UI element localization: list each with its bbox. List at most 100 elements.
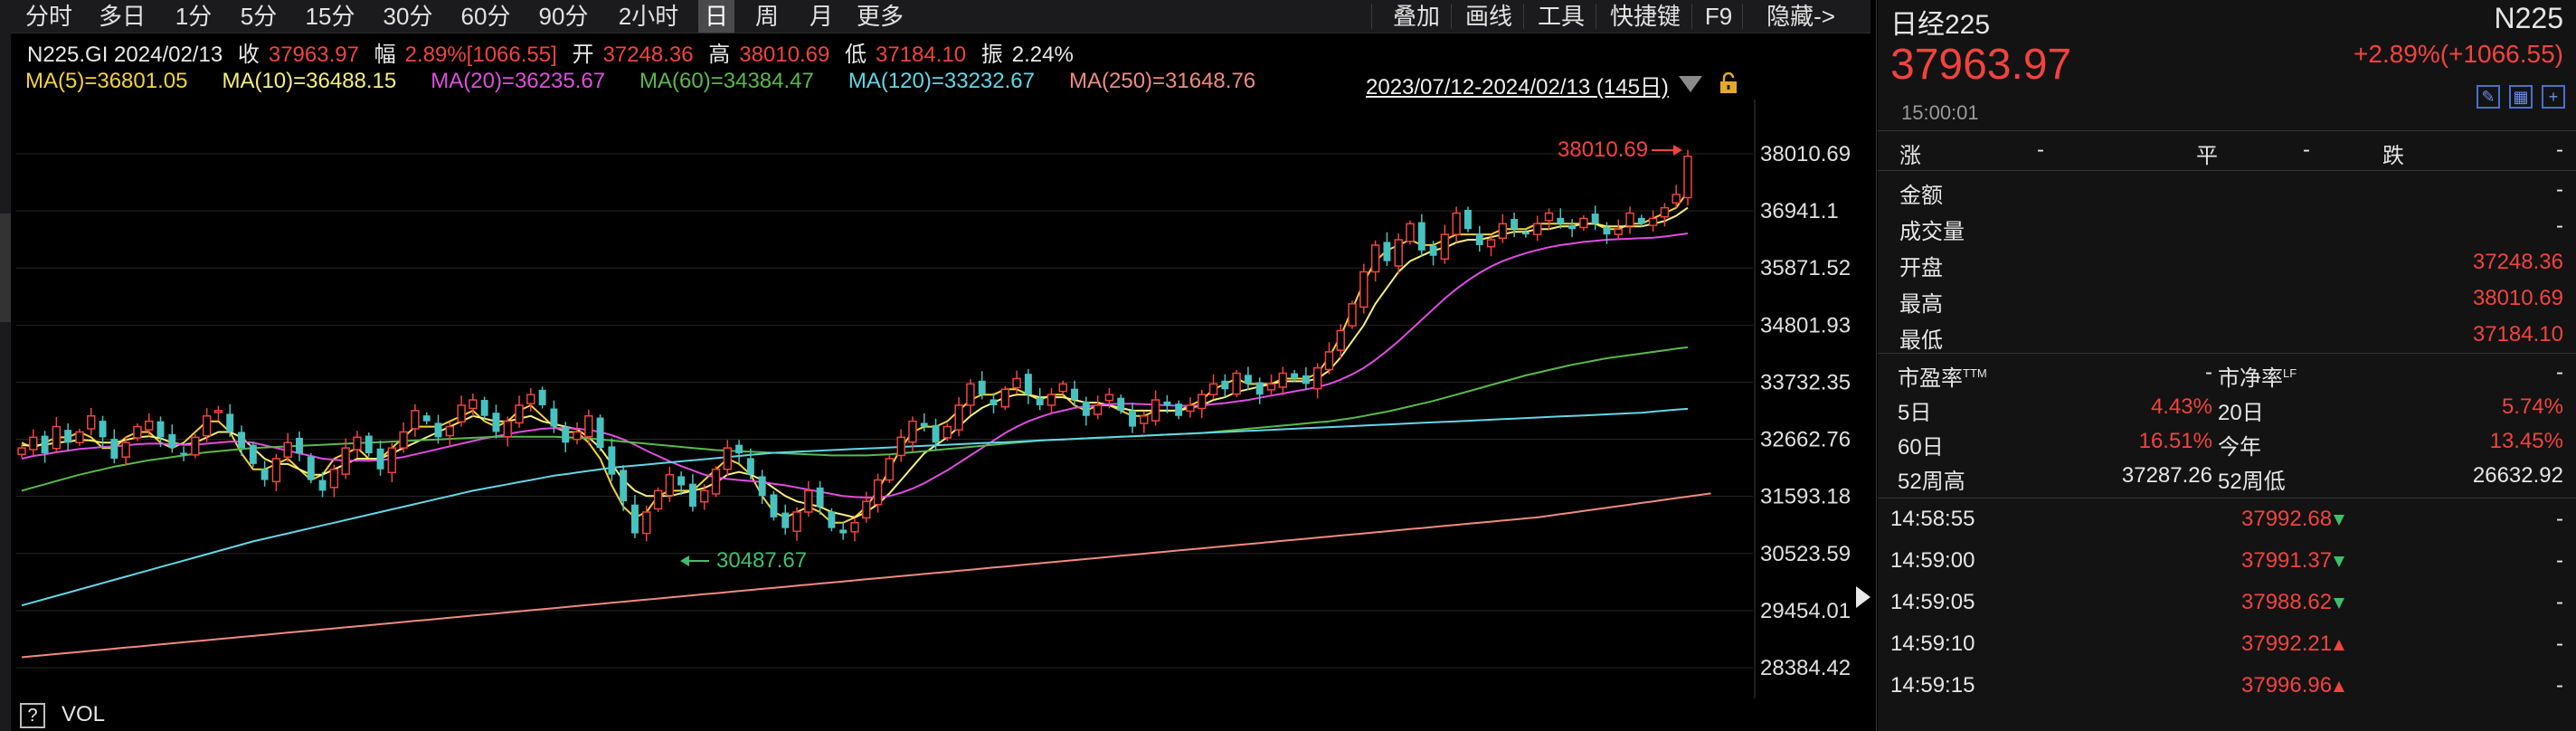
candle-body [1463,209,1472,230]
left-side-strip [0,33,11,731]
period-button[interactable]: 月 [809,3,833,30]
low-arrowhead [680,555,689,566]
candle-body [1394,239,1403,267]
y-tick-label: 33732.35 [1760,370,1851,394]
quote-row-label: 最高 [1899,292,1943,317]
candle-body [908,420,917,443]
help-icon[interactable]: ? [20,702,45,728]
low-annotation: 30487.67 [716,548,807,573]
period-button[interactable]: 隐藏-> [1766,3,1835,30]
candle-body [1498,223,1508,240]
collapse-panel-arrow-icon[interactable] [1856,586,1870,608]
volume-indicator-row: ? VOL [20,702,105,729]
candle-body [1359,271,1368,309]
swing-label: 振 [980,43,1003,67]
candle-body [1278,372,1288,388]
candle-body [29,436,38,451]
period-button[interactable]: 更多 [856,3,904,30]
quote-row-value: 38010.69 [2472,286,2563,310]
period-button[interactable]: 5分 [240,3,278,30]
candle-body [1591,214,1599,224]
period-button[interactable]: 2小时 [618,3,679,30]
open-value: 37248.36 [602,43,694,67]
add-icon[interactable]: + [2542,85,2565,109]
candle-body [746,458,754,475]
candle-body [168,433,176,449]
tick-row: 14:59:00 37991.37 - [1878,541,2576,583]
low-label: 低 [845,43,867,67]
candle-body [735,444,743,454]
candle-body [1163,401,1171,405]
candle-body [1625,212,1634,227]
last-price: 37963.97 [1890,41,2072,89]
period-button[interactable]: 画线 [1464,3,1512,30]
tick-row: 14:59:15 37996.96 - [1878,666,2576,707]
grid-icon[interactable]: ▦ [2509,85,2533,109]
ma-legend-item: MA(250)=31648.76 [1069,69,1256,93]
stat-value: 13.45% [2489,429,2563,453]
date-range-selector[interactable]: 2023/07/12-2024/02/13 (145日) [1366,75,1669,100]
stat-value: 16.51% [2138,429,2212,453]
period-button[interactable]: 15分 [305,3,355,30]
quote-row-value: - [2556,214,2563,238]
lock-icon[interactable] [1719,72,1738,94]
period-button[interactable]: 周 [754,3,779,30]
left-side-tab[interactable] [0,214,11,322]
period-button[interactable]: 日 [698,0,734,33]
kline-chart[interactable]: 38010.69 36941.1 35871.52 34801.93 33732.35 3… [0,100,1870,698]
stat-label: 5日 [1898,401,1932,425]
tick-time: 14:59:00 [1890,548,1975,573]
period-button[interactable]: 工具 [1537,3,1585,30]
candle-body [469,399,478,410]
swing-value: 2.24% [1011,43,1074,67]
toolbar-separator [1371,4,1372,29]
y-tick-label: 38010.69 [1760,142,1851,166]
quote-panel: 日经225 N225 37963.97 +2.89%(+1066.55) 15:… [1878,0,2576,731]
candle-body [932,424,940,443]
quote-row: 最高 38010.69 [1878,280,2576,317]
candle-body [1683,156,1692,199]
chevron-down-icon[interactable] [1679,76,1702,92]
period-button[interactable]: 快捷键 [1609,3,1681,30]
edit-icon[interactable]: ✎ [2477,85,2500,109]
up-flat-down-row: 涨 - 平 - 跌 - [1878,132,2576,168]
candle-body [399,431,408,449]
candle-body [1093,404,1103,415]
period-button[interactable]: 90分 [538,3,589,30]
ma-line-ma10 [22,206,1689,518]
candle-body [1429,245,1437,256]
candle-body [850,522,859,533]
candle-body [387,447,397,474]
period-button[interactable]: 1分 [175,3,213,30]
high-value: 38010.69 [739,43,830,67]
candle-body [723,447,733,470]
toolbar-separator [1742,4,1743,29]
candle-body [121,441,130,458]
period-button[interactable]: F9 [1704,3,1733,30]
candle-body [1511,219,1519,230]
ma-legend: MA(5)=36801.05 MA(10)=36488.15 MA(20)=3623… [25,69,1290,100]
candle-body [353,436,362,451]
candle-body [538,389,546,405]
candle-body [260,469,269,480]
stat-row: 市盈率TTM - 市净率LF - [1878,356,2576,391]
candle-body [699,489,709,503]
candle-body [828,511,836,528]
candle-body [457,404,466,422]
period-button[interactable]: 叠加 [1392,3,1440,30]
period-button[interactable]: 分时 [24,3,72,30]
period-button[interactable]: 60分 [460,3,511,30]
candle-body [839,529,848,534]
tick-time: 14:59:05 [1890,590,1975,614]
candle-body [75,431,84,444]
quote-row: 开盘 37248.36 [1878,244,2576,280]
period-button[interactable]: 多日 [98,3,146,30]
candle-body [1129,410,1136,427]
candle-body [1312,366,1322,390]
candle-body [1660,206,1670,218]
period-button[interactable]: 30分 [383,3,433,30]
stat-row: 5日 4.43% 20日 5.74% [1878,391,2576,425]
candle-body [770,494,778,517]
toolbar-separator [1523,4,1524,29]
candle-body [1046,394,1056,406]
